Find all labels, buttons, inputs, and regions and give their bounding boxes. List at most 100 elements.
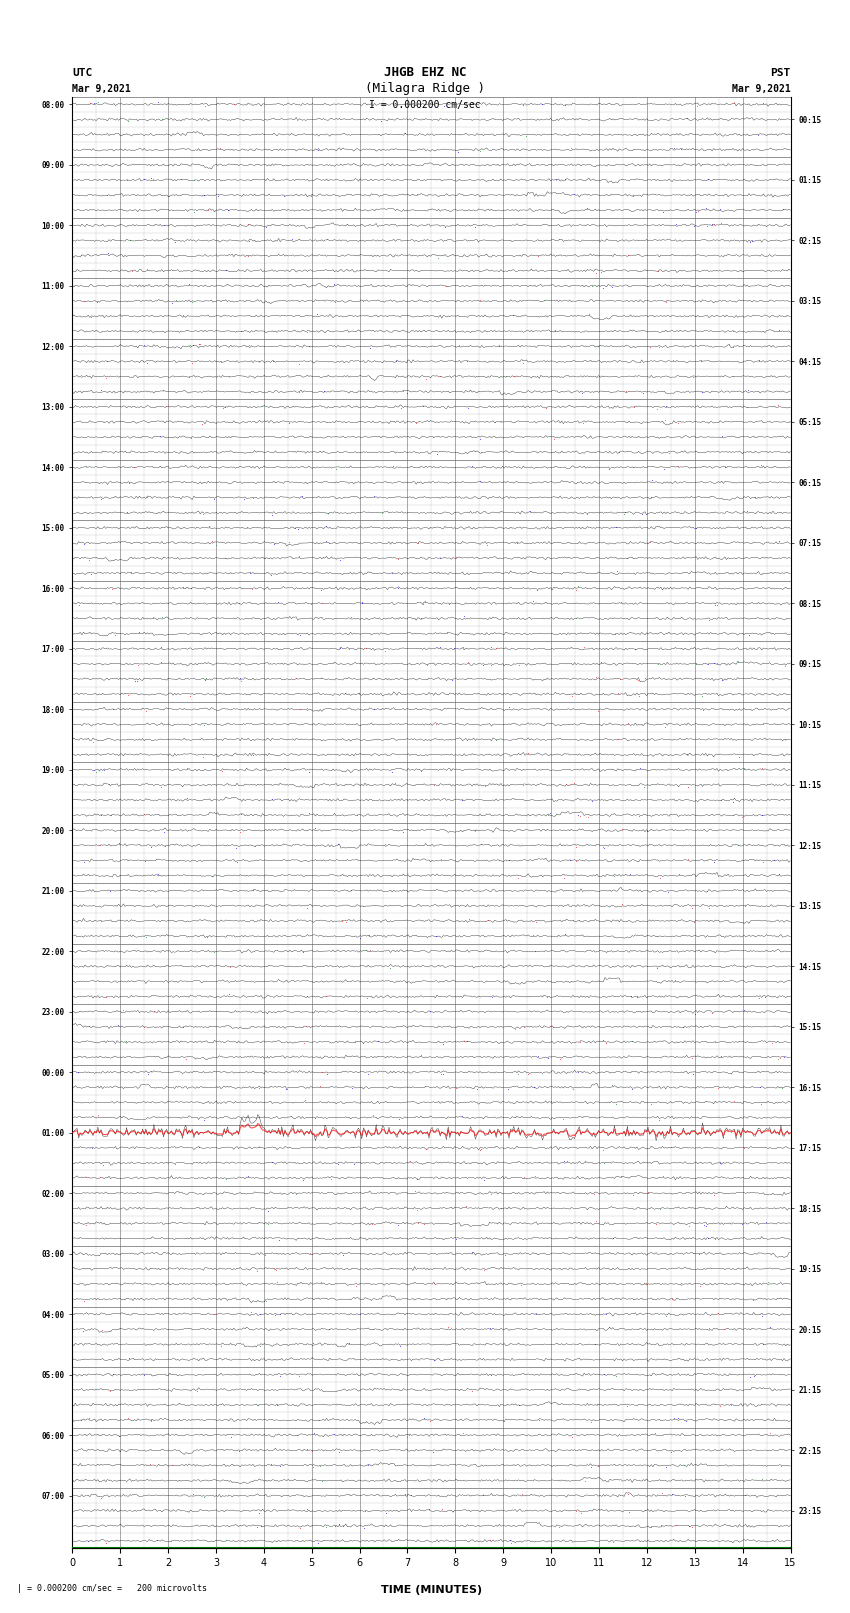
Point xyxy=(415,1042,428,1068)
Point xyxy=(79,1211,93,1237)
Point xyxy=(772,1047,785,1073)
Point xyxy=(394,395,408,421)
Point xyxy=(661,879,675,905)
Text: Mar 9,2021: Mar 9,2021 xyxy=(732,84,791,94)
Point xyxy=(620,379,633,405)
Point xyxy=(510,529,524,555)
Point xyxy=(218,1166,232,1192)
Point xyxy=(424,90,438,116)
Point xyxy=(186,332,200,358)
Point xyxy=(564,847,577,873)
Point xyxy=(620,545,634,571)
Point xyxy=(309,1105,322,1131)
Point xyxy=(650,923,664,948)
Point xyxy=(300,695,314,721)
Point xyxy=(86,729,99,755)
Point xyxy=(342,637,355,663)
Point xyxy=(666,347,680,373)
Point xyxy=(498,1242,512,1268)
Point xyxy=(251,1515,264,1540)
Point xyxy=(155,634,168,660)
Point xyxy=(512,1061,525,1087)
Point xyxy=(320,1515,333,1540)
Point xyxy=(235,800,248,826)
Point xyxy=(315,1468,329,1494)
Point xyxy=(724,1392,738,1418)
Point xyxy=(592,1452,605,1478)
Point xyxy=(655,1481,669,1507)
Point xyxy=(357,1515,371,1540)
Point xyxy=(314,666,328,692)
Point xyxy=(689,198,703,224)
Point xyxy=(626,1076,639,1102)
Point xyxy=(597,274,610,300)
Point xyxy=(569,848,582,874)
Point xyxy=(409,410,422,436)
Point xyxy=(79,1163,93,1189)
Point xyxy=(631,668,644,694)
Point xyxy=(140,350,154,376)
Point xyxy=(366,1211,379,1237)
Point xyxy=(355,894,369,919)
Point xyxy=(258,1242,271,1268)
Point xyxy=(465,1239,479,1265)
Point xyxy=(727,90,740,116)
Point xyxy=(300,1497,314,1523)
Point xyxy=(465,1378,479,1403)
Point xyxy=(139,698,153,724)
Point xyxy=(136,348,150,374)
Point xyxy=(331,1152,344,1177)
Point xyxy=(348,1029,361,1055)
Point xyxy=(521,740,535,766)
Point xyxy=(414,758,428,784)
Point xyxy=(137,802,150,827)
Point xyxy=(207,939,221,965)
Point xyxy=(570,1498,583,1524)
Point xyxy=(291,516,304,542)
Point xyxy=(168,229,182,255)
Point xyxy=(558,921,572,947)
Point xyxy=(285,226,298,252)
Point xyxy=(599,1302,613,1327)
Point xyxy=(683,1213,696,1239)
Point xyxy=(160,392,173,418)
Point xyxy=(711,1300,725,1326)
Point xyxy=(306,1453,320,1479)
Point xyxy=(462,395,475,421)
Point xyxy=(586,273,599,298)
Point xyxy=(215,758,229,784)
Point xyxy=(344,603,358,629)
Point xyxy=(429,923,443,948)
Point xyxy=(674,1271,688,1297)
Point xyxy=(483,1528,496,1553)
Point xyxy=(527,1074,541,1100)
Point xyxy=(710,650,723,676)
Point xyxy=(623,861,637,887)
Point xyxy=(262,1211,275,1237)
Point xyxy=(744,1363,757,1389)
Point xyxy=(157,819,171,845)
Point xyxy=(685,895,699,921)
Point xyxy=(259,215,273,240)
Point xyxy=(315,590,329,616)
Point xyxy=(150,1528,164,1553)
Point xyxy=(591,334,604,360)
Point xyxy=(128,668,142,694)
Point xyxy=(185,289,199,315)
Point xyxy=(403,1148,416,1174)
Point xyxy=(702,895,716,921)
Point xyxy=(777,1044,790,1069)
Point xyxy=(649,1211,663,1237)
Point xyxy=(94,1165,107,1190)
Point xyxy=(313,1407,326,1432)
Point xyxy=(336,1242,349,1268)
Point xyxy=(375,500,388,526)
Point xyxy=(209,532,223,558)
Point xyxy=(72,592,86,618)
Point xyxy=(420,653,434,679)
Point xyxy=(740,394,753,419)
Point xyxy=(533,1407,547,1432)
Point xyxy=(315,1058,329,1084)
Point xyxy=(765,1031,779,1057)
Point xyxy=(558,92,572,118)
